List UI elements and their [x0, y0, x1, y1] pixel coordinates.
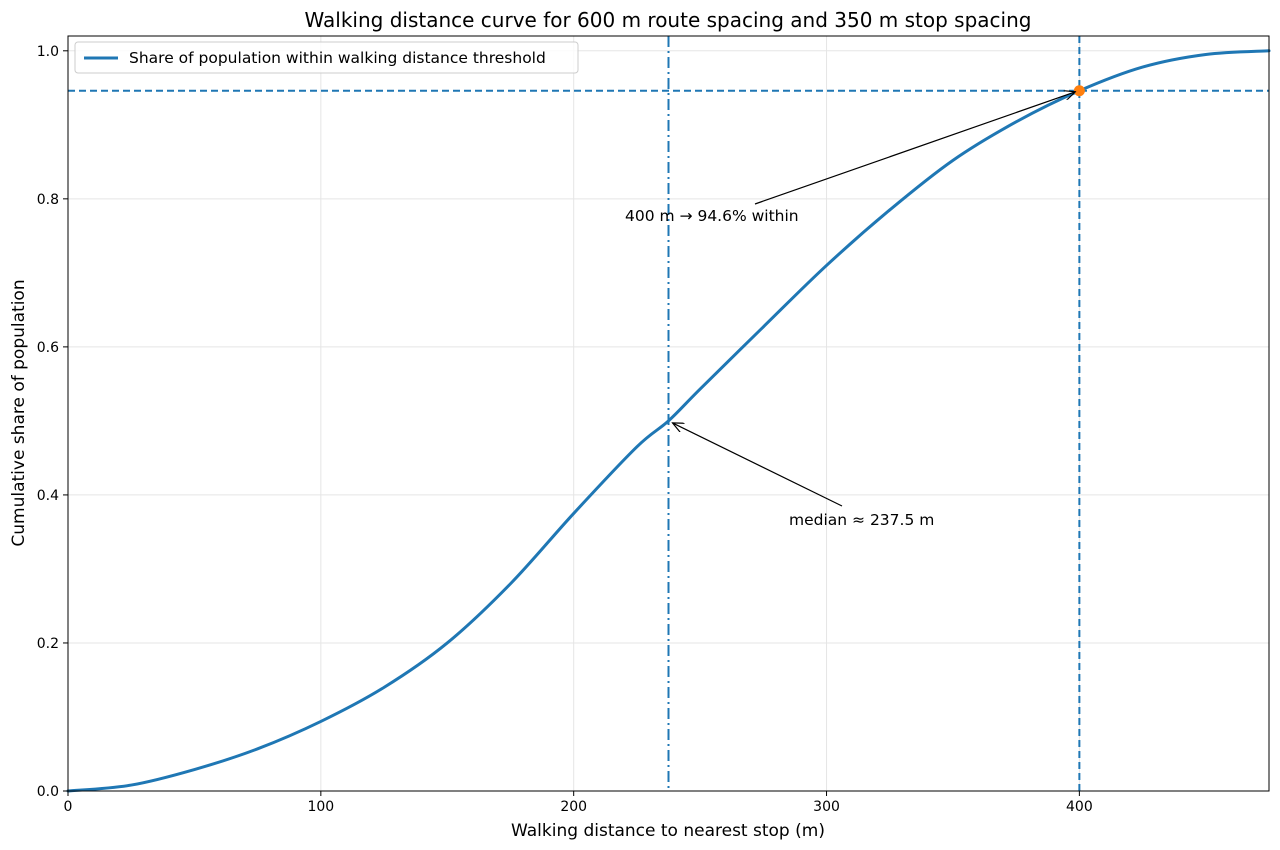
- y-tick-label: 1.0: [37, 44, 59, 60]
- series-layer: [66, 49, 1271, 793]
- x-tick-label: 200: [560, 799, 587, 815]
- median-annotation-arrow: [673, 423, 843, 507]
- annotations: 400 m → 94.6% within median ≈ 237.5 m: [625, 92, 1075, 529]
- legend: Share of population within walking dista…: [74, 41, 579, 74]
- x-tick-label: 400: [1066, 799, 1093, 815]
- axis-ticks: 0 100 200 300 400 0.0 0.2 0.4 0.6 0.8 1.0: [37, 44, 1093, 815]
- x-tick-label: 300: [813, 799, 840, 815]
- y-tick-label: 0.8: [37, 192, 59, 208]
- cumulative-share-line: [66, 49, 1271, 793]
- y-tick-label: 0.0: [37, 784, 59, 800]
- y-tick-label: 0.4: [37, 488, 59, 504]
- x-tick-label: 0: [64, 799, 73, 815]
- highlight-layer: [1073, 85, 1085, 97]
- x-axis-title: Walking distance to nearest stop (m): [511, 821, 825, 841]
- threshold-point: [1073, 85, 1085, 97]
- reference-lines: [68, 36, 1269, 791]
- legend-label: Share of population within walking dista…: [129, 49, 546, 67]
- median-annotation-label: median ≈ 237.5 m: [789, 511, 934, 529]
- threshold-annotation-arrow: [754, 92, 1075, 205]
- x-tick-label: 100: [307, 799, 334, 815]
- chart-title: Walking distance curve for 600 m route s…: [305, 8, 1032, 32]
- plot-frame: [67, 35, 1270, 792]
- y-tick-label: 0.2: [37, 636, 59, 652]
- threshold-annotation-label: 400 m → 94.6% within: [625, 207, 799, 225]
- legend-box: [74, 41, 579, 74]
- y-tick-label: 0.6: [37, 340, 59, 356]
- y-axis-title: Cumulative share of population: [9, 279, 29, 546]
